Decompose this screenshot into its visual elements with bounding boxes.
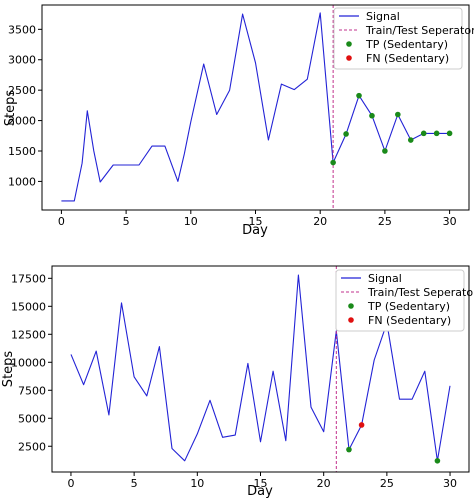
x-tick-label: 15 — [254, 477, 268, 490]
y-tick-label: 3000 — [8, 54, 36, 67]
y-tick-label: 2500 — [18, 440, 46, 453]
legend-box — [335, 269, 465, 332]
tp-marker — [382, 148, 388, 154]
fn-marker — [358, 422, 365, 428]
y-tick-label: 10000 — [11, 356, 46, 369]
x-tick-label: 10 — [184, 215, 198, 228]
tp-marker — [433, 130, 440, 137]
legend: Signal Train/Test Seperator TP (Sedentar… — [333, 7, 474, 70]
tp-marker — [343, 131, 349, 137]
chart-top: 0 5 10 15 20 25 30 1000 1500 2000 2500 3000 3500 Day… — [3, 4, 474, 238]
x-tick-label: 25 — [378, 215, 392, 228]
x-tick-label: 20 — [313, 215, 327, 228]
x-tick-label: 0 — [58, 215, 65, 228]
y-tick-label: 1000 — [8, 175, 36, 188]
legend-separator-label: Train/Test Seperator — [367, 286, 474, 299]
x-axis-label: Day — [247, 484, 273, 499]
plot-frame — [51, 265, 470, 473]
y-axis-label: Steps — [1, 351, 16, 388]
legend-fn-label: FN (Sedentary) — [366, 52, 449, 65]
y-tick-label: 2000 — [8, 115, 36, 128]
x-tick-label: 30 — [443, 477, 457, 490]
x-tick-label: 25 — [380, 477, 394, 490]
y-axis-label: Steps — [3, 90, 18, 127]
x-axis-label: Day — [242, 223, 268, 238]
tp-marker — [330, 159, 336, 166]
y-tick-label: 3500 — [8, 23, 36, 36]
legend-tp-label: TP (Sedentary) — [367, 300, 450, 313]
legend-tp-swatch — [348, 303, 354, 309]
legend-signal-label: Signal — [368, 272, 402, 285]
y-tick-label: 2500 — [8, 84, 36, 97]
legend-fn-label: FN (Sedentary) — [368, 314, 451, 327]
x-tick-label: 15 — [249, 215, 263, 228]
legend-fn-swatch — [346, 55, 352, 61]
chart-bottom: 0 5 10 15 20 25 30 2500 5000 7500 10000 12500 15000 1… — [1, 265, 474, 499]
tp-marker — [434, 458, 441, 464]
y-tick-label: 1500 — [8, 145, 36, 158]
legend-tp-swatch — [346, 41, 352, 47]
y-tick-label: 15000 — [11, 300, 46, 313]
legend-box — [333, 7, 463, 70]
legend-tp-label: TP (Sedentary) — [365, 38, 448, 51]
x-tick-label: 10 — [190, 477, 204, 490]
tp-marker — [407, 137, 414, 143]
x-tick-label: 5 — [123, 215, 130, 228]
y-tick-label: 12500 — [11, 328, 46, 341]
x-tick-label: 20 — [317, 477, 331, 490]
y-tick-label: 5000 — [18, 412, 46, 425]
tp-marker — [356, 92, 362, 99]
y-tick-label: 7500 — [18, 384, 46, 397]
plot-frame — [41, 4, 470, 211]
tp-marker — [420, 130, 427, 137]
tp-marker — [446, 130, 453, 137]
legend-signal-label: Signal — [366, 10, 400, 23]
legend-separator-label: Train/Test Seperator — [365, 24, 474, 37]
legend: Signal Train/Test Seperator TP (Sedentar… — [335, 269, 474, 332]
tp-marker — [346, 446, 352, 453]
x-tick-label: 30 — [443, 215, 457, 228]
x-tick-label: 0 — [67, 477, 74, 490]
signal-line — [61, 12, 450, 202]
y-tick-label: 17500 — [11, 272, 46, 285]
legend-fn-swatch — [348, 317, 354, 323]
x-tick-label: 5 — [131, 477, 138, 490]
tp-marker — [369, 112, 375, 119]
tp-marker — [395, 111, 401, 118]
